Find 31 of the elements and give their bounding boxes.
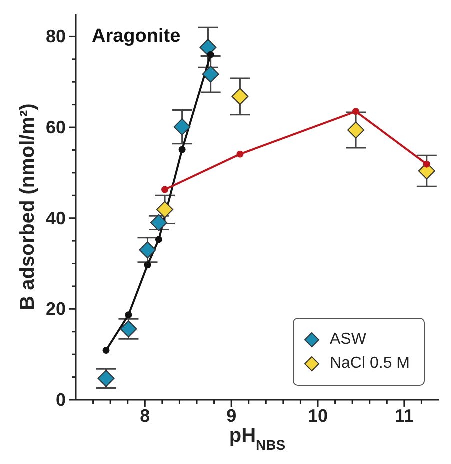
point — [423, 160, 430, 168]
point — [348, 122, 365, 139]
x-tick-label: 9 — [226, 406, 237, 426]
annotation: Aragonite — [92, 26, 181, 48]
point — [125, 312, 132, 319]
y-tick-label: 40 — [46, 208, 66, 228]
y-axis-title: B adsorbed (nmol/m²) — [17, 104, 39, 310]
x-tick-label: 8 — [140, 406, 150, 426]
y-tick-label: 0 — [56, 390, 66, 410]
point — [178, 146, 186, 154]
point — [236, 150, 244, 158]
point — [232, 88, 249, 106]
point — [156, 201, 174, 218]
point — [200, 39, 217, 56]
point — [144, 262, 152, 269]
point — [102, 347, 110, 354]
x-tick-label: 10 — [308, 406, 328, 426]
legend-label: ASW — [330, 331, 366, 349]
point — [174, 118, 191, 136]
x-tick-label: 11 — [394, 406, 414, 426]
y-tick-label: 60 — [46, 118, 66, 138]
point — [139, 242, 156, 259]
y-tick-label: 20 — [46, 299, 66, 320]
legend-label: NaCl 0.5 M — [330, 355, 410, 373]
x-axis-title: pH$_{NBS}$ — [229, 425, 286, 453]
point — [162, 186, 169, 194]
point — [207, 51, 214, 58]
point — [352, 108, 360, 116]
point — [155, 236, 162, 244]
point — [202, 66, 220, 83]
y-tick-label: 80 — [46, 26, 66, 47]
